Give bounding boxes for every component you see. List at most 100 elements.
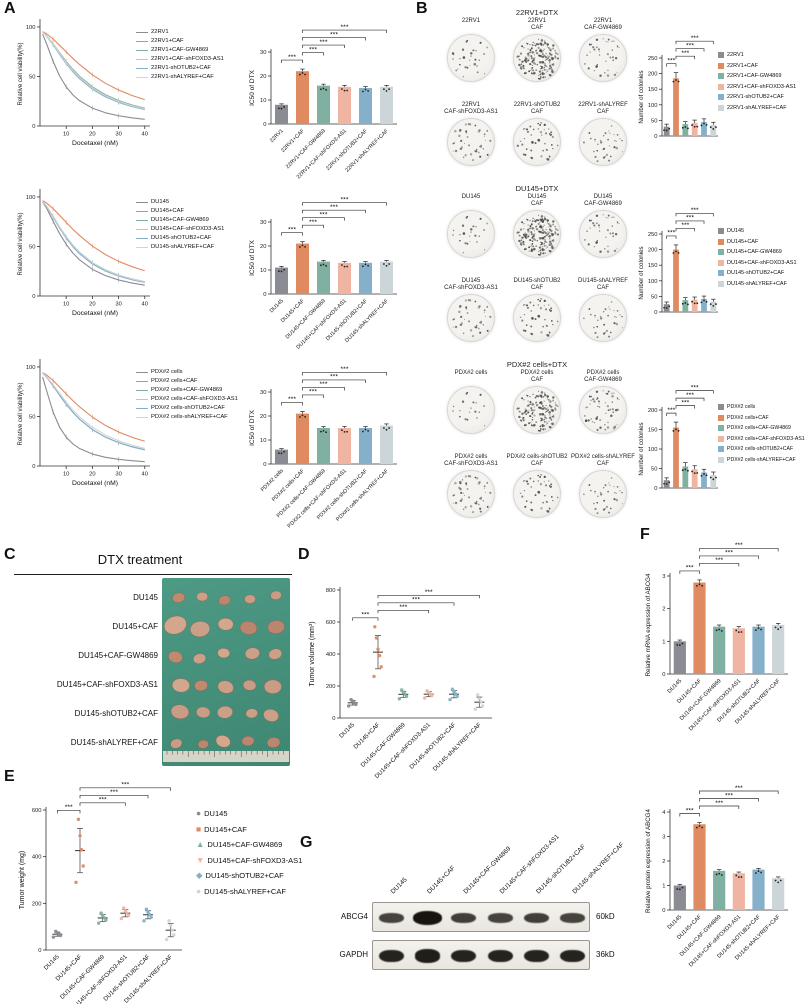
- colony-well-label-line: 22RV1: [527, 18, 547, 24]
- colony-well-label-line: CAF-shFOXD3-AS1: [444, 460, 498, 467]
- colony-dots: [516, 122, 559, 161]
- colony-block-22rv1: 22RV1+DTX 22RV1 22RV1 CAF 22RV1 CAF-GW4869 22…: [438, 8, 807, 184]
- colony-well-label-line: PDX#2 cells-shALYREF: [571, 454, 635, 460]
- svg-text:***: ***: [725, 792, 733, 799]
- tumor-photo: [162, 578, 290, 766]
- colony-well-label: 22RV1: [438, 18, 504, 33]
- svg-text:20: 20: [89, 132, 95, 138]
- svg-text:2: 2: [662, 859, 665, 865]
- legend-item: DU145-shOTUB2+CAF: [136, 234, 224, 243]
- legend-swatch: [718, 228, 724, 235]
- colony-count-chart-pdx2: 0 50 100 150 200 Number of colonies *** *** *** *…: [634, 372, 720, 522]
- bar-chart-svg: 0 1 2 3 4 Relative protein expression of ABCG…: [645, 785, 788, 968]
- colony-well-label-line: 22RV1: [461, 102, 481, 108]
- legend-label: DU145-shALYREF+CAF: [727, 280, 787, 287]
- colony-count-chart-du145: 0 50 100 150 200 250 Number of colonies *** *** *…: [634, 196, 720, 346]
- legend-swatch: [718, 259, 724, 266]
- colony-well-dish: [447, 118, 495, 166]
- colony-dots: [452, 215, 489, 254]
- legend-swatch: [136, 50, 148, 51]
- svg-text:100: 100: [26, 25, 36, 31]
- svg-text:30: 30: [115, 472, 121, 478]
- panel-a-label: A: [4, 0, 16, 17]
- svg-text:3: 3: [662, 835, 665, 841]
- svg-text:***: ***: [110, 789, 118, 796]
- svg-text:200: 200: [32, 901, 42, 907]
- abcg4-protein-chart: 0 1 2 3 4 Relative protein expression of ABCG…: [640, 772, 807, 1004]
- colony-dots: [452, 123, 492, 161]
- legend-label: DU145-shOTUB2+CAF: [151, 235, 212, 241]
- legend-label: 22RV1+CAF: [151, 38, 184, 44]
- colony-well-label-line: DU145-shOTUB2: [513, 278, 561, 284]
- svg-text:10: 10: [63, 132, 69, 138]
- legend-swatch: [136, 238, 148, 239]
- legend-item: 22RV1-shOTUB2+CAF: [136, 64, 224, 73]
- colony-dots: [583, 37, 620, 77]
- legend-item: ● DU145-shALYREF+CAF: [196, 884, 302, 900]
- svg-text:0: 0: [38, 948, 41, 954]
- legend-label: 22RV1+CAF-shFOXD3-AS1: [727, 83, 797, 90]
- svg-text:***: ***: [309, 219, 317, 226]
- dose-curve-22rv1: 0 50 100 Relative cell viability(%) 10 20 30 40…: [8, 12, 238, 180]
- legend-label: DU145: [727, 228, 745, 234]
- colony-well-label: 22RV1-shOTUB2 CAF: [504, 102, 570, 117]
- colony-well-label-line: CAF-shFOXD3-AS1: [444, 108, 498, 115]
- svg-text:22RV1+CAF-GW4869: 22RV1+CAF-GW4869: [285, 128, 327, 170]
- colony-well-dish: [447, 470, 495, 518]
- legend-label: PDX#2 cells-shALYREF+CAF: [727, 456, 796, 463]
- svg-text:DU145-shOTUB2+CAF: DU145-shOTUB2+CAF: [409, 722, 458, 771]
- legend-swatch: [718, 94, 724, 101]
- colony-well-label: PDX#2 cells-shOTUB2 CAF: [504, 454, 570, 469]
- legend-item: PDX#2 cells-shALYREF+CAF: [718, 455, 805, 466]
- legend-item: PDX#2 cells-shALYREF+CAF: [136, 413, 238, 422]
- svg-text:***: ***: [686, 215, 694, 222]
- svg-text:***: ***: [686, 392, 694, 399]
- colony-well-label-line: DU145: [461, 278, 481, 284]
- colony-dots: [452, 391, 486, 427]
- legend-item: DU145+CAF-shFOXD3-AS1: [136, 225, 224, 234]
- blot-strip: [372, 902, 590, 932]
- svg-text:20: 20: [260, 74, 266, 80]
- legend-item: DU145: [136, 198, 224, 207]
- legend-item: ◆ DU145-shOTUB2+CAF: [196, 868, 302, 884]
- legend-swatch: [718, 249, 724, 256]
- dose-curve-pdx2: 0 50 100 Relative cell viability(%) 10 20 30 40…: [8, 352, 238, 520]
- legend-item: PDX#2 cells-shOTUB2+CAF: [136, 404, 238, 413]
- svg-text:***: ***: [320, 39, 328, 46]
- svg-text:40: 40: [142, 472, 148, 478]
- svg-text:Number of colonies: Number of colonies: [638, 70, 645, 123]
- dtx-treatment-title: DTX treatment: [97, 552, 183, 567]
- legend-item: PDX#2 cells+CAF: [718, 413, 805, 424]
- western-blot: ABCG4 60kD GAPDH 36kD DU145 DU145+CAF DU14…: [302, 833, 632, 1002]
- legend-label: PDX#2 cells+CAF-shFOXD3-AS1: [727, 435, 805, 442]
- legend-item: DU145-shOTUB2+CAF: [718, 268, 797, 279]
- tumor-weight-chart: 0 200 400 600 Tumor weight (mg) DU145 DU145+CA…: [8, 780, 198, 1004]
- colony-wells-22rv1: 22RV1 22RV1 CAF 22RV1 CAF-GW4869 22RV1 CAF-shF…: [438, 18, 636, 184]
- legend-label: DU145+CAF: [204, 824, 247, 834]
- colony-well-label-line: CAF-shFOXD3-AS1: [444, 284, 498, 291]
- colony-well-label: PDX#2 cells CAF: [504, 370, 570, 385]
- blot-band: [560, 949, 586, 963]
- svg-text:800: 800: [326, 588, 336, 594]
- svg-text:***: ***: [330, 204, 338, 211]
- colony-well-label-line: CAF: [597, 284, 609, 291]
- colony-well-label: 22RV1-shALYREF CAF: [570, 102, 636, 117]
- svg-text:0: 0: [332, 716, 335, 722]
- legend-label: PDX#2 cells+CAF-GW4869: [727, 425, 791, 431]
- colony-well-label-line: DU145: [461, 194, 481, 200]
- colony-well-label: DU145: [438, 194, 504, 209]
- legend-item: PDX#2 cells+CAF: [136, 377, 238, 386]
- blot-size-36kd: 36kD: [596, 950, 615, 959]
- dose-curve-du145: 0 50 100 Relative cell viability(%) 10 20 30 40…: [8, 182, 238, 350]
- svg-text:2: 2: [662, 607, 665, 613]
- legend-item: 22RV1: [136, 28, 224, 37]
- legend-item: DU145+CAF-GW4869: [136, 216, 224, 225]
- colony-well-label: PDX#2 cells-shALYREF CAF: [570, 454, 636, 469]
- svg-text:***: ***: [725, 550, 733, 557]
- colony-well-label-line: PDX#2 cells: [520, 370, 554, 376]
- colony-well-label: DU145 CAF: [504, 194, 570, 209]
